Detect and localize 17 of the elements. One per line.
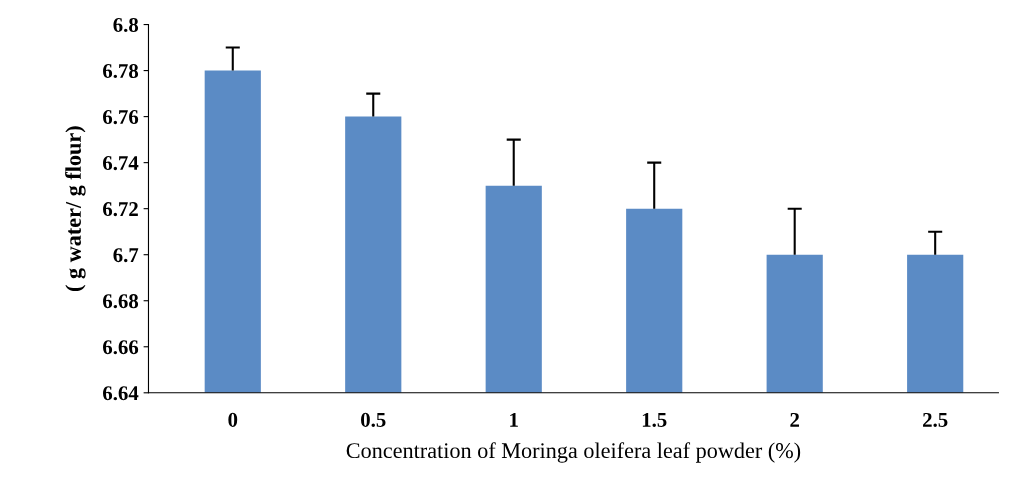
- x-tick-label: 1: [510, 412, 518, 427]
- x-tick-label: 1.5: [642, 412, 667, 427]
- y-tick-label: 6.72: [103, 202, 138, 217]
- x-tick-label: 0.5: [361, 412, 386, 427]
- y-axis-title: ( g water/ g flour): [65, 126, 86, 291]
- x-tick-label: 2: [790, 412, 800, 427]
- y-tick-label: 6.64: [103, 386, 139, 401]
- y-tick-label: 6.8: [113, 17, 139, 33]
- x-tick-label: 2.5: [923, 412, 948, 427]
- y-tick-label: 6.7: [113, 248, 139, 263]
- y-tick-label: 6.68: [103, 294, 139, 309]
- x-axis-title: Concentration of Moringa oleifera leaf powder (%): [346, 442, 801, 463]
- x-tick-label: 0: [228, 412, 238, 427]
- y-tick-label: 6.66: [103, 340, 139, 355]
- y-tick-label: 6.74: [103, 156, 139, 171]
- y-tick-label: 6.78: [103, 63, 139, 79]
- y-tick-label: 6.76: [103, 110, 139, 125]
